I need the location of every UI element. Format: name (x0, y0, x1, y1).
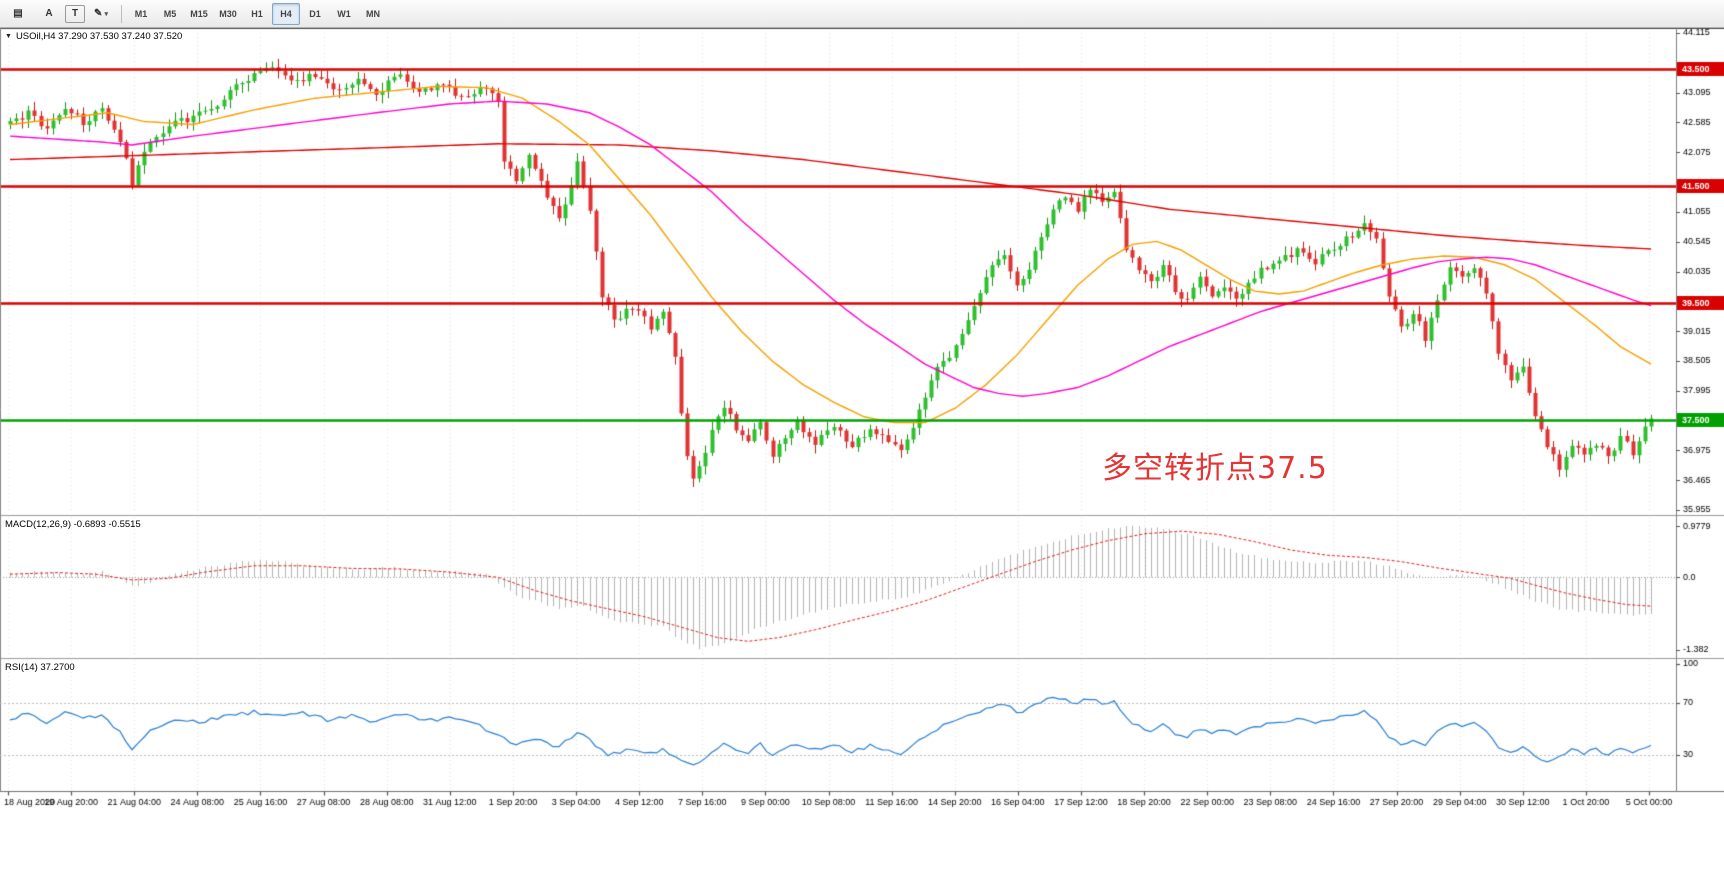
draw-shapes-tool[interactable]: ✎ ▾ (94, 8, 108, 19)
drawing-tools-group: ▤ A T ✎ ▾ (3, 3, 116, 25)
price-chart-canvas[interactable] (0, 28, 1724, 895)
timeframe-m15-button[interactable]: M15 (190, 8, 208, 19)
charts-bar-icon[interactable]: ▤ (13, 8, 23, 19)
timeframe-h4-button[interactable]: H4 (272, 2, 300, 25)
timeframe-w1-button[interactable]: W1 (337, 8, 351, 19)
symbol-dropdown-icon: ▼ (5, 33, 12, 40)
toolbar: ▤ A T ✎ ▾ M1 M5 M15 M30 H1 H4 D1 W1 MN (0, 0, 1724, 28)
font-a-tool[interactable]: A (45, 8, 53, 19)
timeframe-h1-button[interactable]: H1 (251, 8, 263, 19)
rsi-indicator-label: RSI(14) 37.2700 (5, 662, 75, 673)
chart-text-annotation: 多空转折点37.5 (1102, 451, 1328, 486)
timeframe-m5-button[interactable]: M5 (163, 8, 177, 19)
timeframe-mn-button[interactable]: MN (366, 8, 380, 19)
symbol-ohlc-text: USOil,H4 37.290 37.530 37.240 37.520 (15, 31, 183, 42)
toolbar-separator (121, 4, 122, 23)
text-label-tool[interactable]: T (65, 4, 85, 23)
chart-area (0, 28, 1724, 895)
timeframe-d1-button[interactable]: D1 (309, 8, 321, 19)
macd-indicator-label: MACD(12,26,9) -0.6893 -0.5515 (5, 519, 141, 530)
dropdown-arrow-icon: ▾ (104, 10, 108, 18)
timeframe-buttons-group: M1 M5 M15 M30 H1 H4 D1 W1 MN (127, 2, 387, 25)
timeframe-m30-button[interactable]: M30 (219, 8, 237, 19)
timeframe-m1-button[interactable]: M1 (134, 8, 148, 19)
symbol-ohlc-label: ▼ USOil,H4 37.290 37.530 37.240 37.520 (5, 31, 182, 42)
